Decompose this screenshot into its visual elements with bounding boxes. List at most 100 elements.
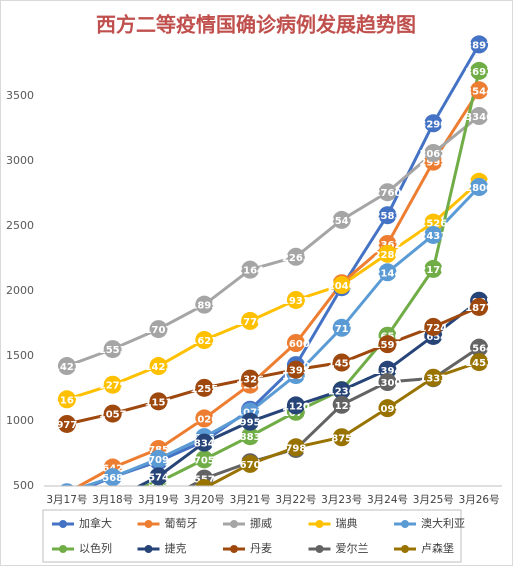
data-label: 1717 xyxy=(328,324,356,335)
data-point xyxy=(241,260,260,279)
data-label: 2800 xyxy=(465,183,493,194)
data-label: 2547 xyxy=(328,216,356,227)
data-point xyxy=(286,396,305,415)
data-point xyxy=(149,320,168,339)
data-point xyxy=(149,392,168,411)
y-tick-label: 3000 xyxy=(6,154,34,167)
legend-marker xyxy=(230,545,238,553)
y-tick-label: 2000 xyxy=(6,284,34,297)
legend-marker xyxy=(230,520,238,528)
data-label: 1450 xyxy=(328,359,356,370)
data-point xyxy=(378,373,397,391)
data-label: 2995 xyxy=(419,158,447,169)
data-point xyxy=(286,247,305,266)
data-label: 1120 xyxy=(282,401,310,412)
data-point xyxy=(470,35,489,54)
data-point xyxy=(470,107,489,126)
data-point xyxy=(424,114,443,133)
data-label: 2286 xyxy=(374,250,402,261)
data-label: 2170 xyxy=(419,265,447,276)
data-point xyxy=(470,178,489,196)
data-label: 705 xyxy=(194,455,215,466)
data-label: 1623 xyxy=(190,336,218,347)
legend-label: 以色列 xyxy=(79,541,112,555)
data-point xyxy=(149,357,168,376)
data-label: 1600 xyxy=(282,339,310,350)
data-label: 1453 xyxy=(465,358,493,369)
data-label: 574 xyxy=(148,472,169,483)
data-point xyxy=(103,468,122,486)
data-point xyxy=(241,369,260,388)
data-label: 883 xyxy=(240,432,261,443)
data-label: 1770 xyxy=(236,317,264,328)
data-point xyxy=(424,368,443,387)
data-point xyxy=(424,317,443,336)
data-label: 709 xyxy=(148,455,169,466)
data-point xyxy=(149,467,168,486)
data-point xyxy=(195,409,214,428)
data-point xyxy=(286,360,305,379)
data-label: 1724 xyxy=(419,323,447,334)
legend-label: 爱尔兰 xyxy=(336,542,369,555)
data-label: 1591 xyxy=(374,340,402,351)
chart-title: 西方二等疫情国确诊病例发展趋势图 xyxy=(96,13,416,37)
data-point xyxy=(103,404,122,423)
series-line xyxy=(140,70,481,486)
data-point xyxy=(195,331,214,350)
data-label: 1394 xyxy=(374,366,402,377)
data-point xyxy=(332,381,351,400)
data-point xyxy=(149,449,168,468)
data-point xyxy=(378,244,397,263)
data-label: 3693 xyxy=(465,67,493,78)
data-label: 1326 xyxy=(236,375,264,386)
data-label: 875 xyxy=(331,433,352,444)
data-label: 1333 xyxy=(419,374,447,385)
legend-label: 葡萄牙 xyxy=(165,517,198,530)
data-point xyxy=(424,225,443,244)
x-tick-label: 3月19号 xyxy=(138,494,179,506)
data-label: 1707 xyxy=(145,325,173,336)
data-label: 1564 xyxy=(465,344,493,355)
legend-marker xyxy=(315,520,324,528)
data-point xyxy=(195,378,214,397)
legend-label: 澳大利亚 xyxy=(421,516,465,530)
data-label: 1654 xyxy=(419,332,447,343)
data-point xyxy=(286,334,305,352)
data-label: 1279 xyxy=(99,381,127,392)
data-label: 2263 xyxy=(282,253,310,264)
x-tick-label: 3月26号 xyxy=(459,494,500,506)
legend-label: 捷克 xyxy=(165,541,187,555)
data-point xyxy=(378,183,397,202)
data-point xyxy=(57,414,76,433)
data-label: 2526 xyxy=(419,219,447,230)
x-tick-label: 3月20号 xyxy=(184,494,225,506)
x-tick-label: 3月17号 xyxy=(46,494,87,506)
data-point xyxy=(195,295,214,314)
data-point xyxy=(241,454,260,473)
data-label: 1255 xyxy=(190,384,218,395)
data-point xyxy=(57,357,76,376)
data-point xyxy=(424,213,443,232)
series-line xyxy=(66,114,481,368)
data-label: 2431 xyxy=(419,231,447,242)
data-point xyxy=(195,450,214,469)
data-label: 670 xyxy=(240,460,261,471)
legend-label: 瑞典 xyxy=(336,516,358,530)
x-tick-label: 3月24号 xyxy=(367,494,408,506)
data-label: 1125 xyxy=(328,401,356,412)
data-point xyxy=(424,143,443,162)
legend-marker xyxy=(315,545,324,553)
legend-label: 加拿大 xyxy=(79,516,112,530)
data-point xyxy=(378,399,397,418)
data-point xyxy=(470,353,489,372)
series-line xyxy=(136,299,481,486)
data-label: 1423 xyxy=(145,362,173,373)
data-point xyxy=(241,311,260,330)
data-label: 1236 xyxy=(328,386,356,397)
series-line xyxy=(205,360,480,486)
data-point xyxy=(378,263,397,282)
x-tick-label: 3月22号 xyxy=(275,494,316,506)
data-point xyxy=(332,210,351,229)
data-point xyxy=(103,340,122,359)
